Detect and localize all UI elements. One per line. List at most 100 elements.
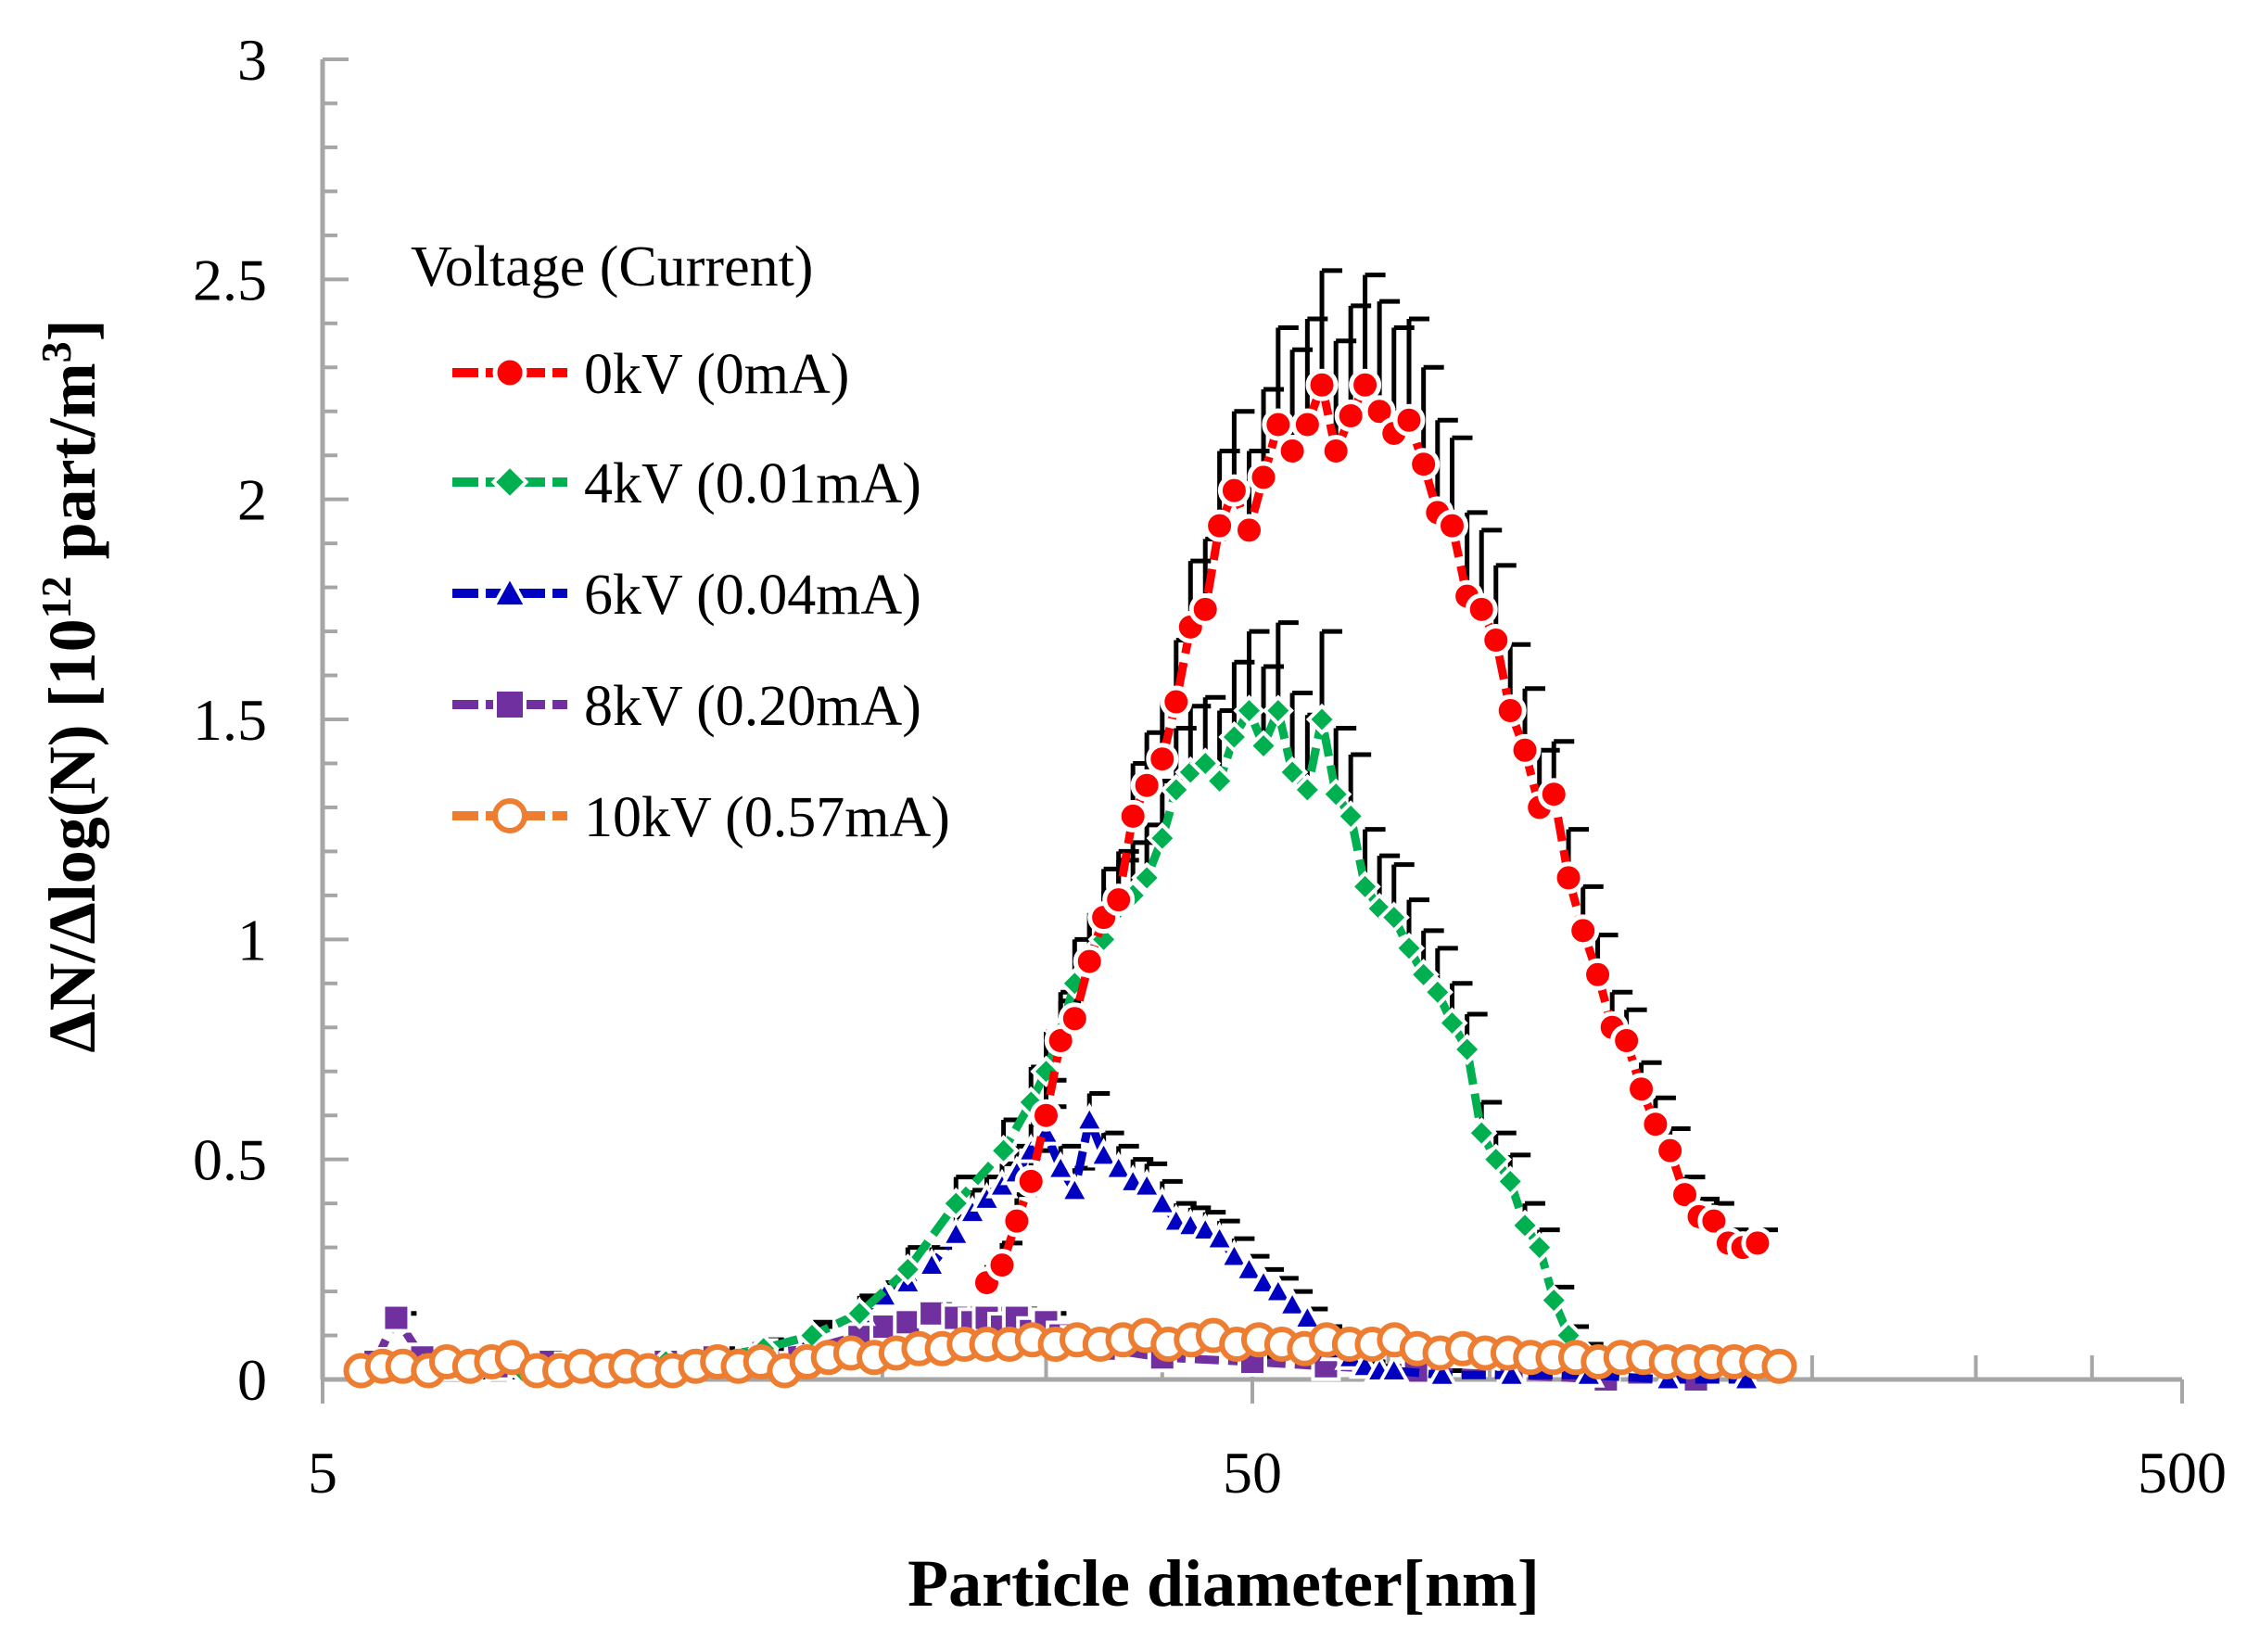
data-point [1639, 1108, 1672, 1141]
data-point [1247, 1265, 1280, 1296]
data-point [1044, 1150, 1077, 1181]
data-point [1160, 685, 1193, 718]
data-point [1451, 1033, 1483, 1066]
data-point [1102, 883, 1136, 917]
data-point [1479, 1143, 1512, 1175]
data-point [1697, 1204, 1731, 1238]
legend-label: 10kV (0.57mA) [584, 786, 950, 849]
legend-title: Voltage (Current) [411, 235, 813, 299]
data-point [1291, 773, 1324, 807]
legend-swatch-marker [492, 355, 527, 390]
data-point [1610, 1024, 1644, 1058]
data-point [1537, 778, 1570, 811]
data-point [1146, 1186, 1179, 1216]
legend-label: 8kV (0.20mA) [584, 675, 921, 738]
data-point [985, 1249, 1019, 1282]
data-point [1493, 694, 1527, 728]
data-point [1000, 1204, 1034, 1238]
data-point [1741, 1226, 1774, 1260]
data-point [1217, 474, 1250, 507]
data-point [1363, 395, 1396, 428]
data-point [1377, 901, 1410, 934]
data-point [1377, 1353, 1411, 1383]
data-point [1203, 509, 1237, 542]
data-point [1262, 408, 1295, 441]
data-point [1262, 1274, 1295, 1304]
y-tick-label: 0 [237, 1347, 267, 1413]
data-point [1130, 1168, 1163, 1199]
data-point [1014, 1164, 1047, 1198]
data-point [1146, 822, 1178, 855]
data-point [1217, 1239, 1251, 1269]
data-point [1188, 592, 1222, 626]
data-point [1146, 743, 1179, 776]
data-point [1335, 800, 1367, 832]
data-point [381, 1303, 412, 1333]
data-point [1276, 1287, 1309, 1317]
data-point [1761, 1348, 1797, 1384]
data-point [1247, 730, 1280, 762]
data-point [1581, 958, 1615, 991]
data-point [939, 1216, 972, 1247]
y-tick-label: 0.5 [193, 1127, 267, 1193]
legend-entry: 4kV (0.01mA) [452, 452, 921, 515]
y-axis-title-sup1: 12 [32, 576, 80, 618]
legend-entry: 0kV (0mA) [452, 343, 849, 406]
data-point [1131, 861, 1163, 895]
x-tick-label: 500 [2138, 1440, 2227, 1506]
data-point [1668, 1178, 1701, 1212]
data-point [1233, 694, 1265, 727]
legend-swatch-marker [490, 463, 529, 502]
x-axis-title: Particle diameter[nm] [908, 1546, 1540, 1620]
x-tick-label: 50 [1223, 1440, 1282, 1506]
data-point [1407, 448, 1441, 481]
data-series [343, 368, 1797, 1394]
data-point [1436, 1007, 1468, 1039]
legend-label: 6kV (0.04mA) [584, 564, 921, 627]
y-tick-label: 1.5 [193, 687, 267, 753]
data-point [940, 1188, 972, 1220]
data-point [1435, 509, 1468, 542]
data-point [1465, 592, 1498, 626]
data-point [1101, 1150, 1136, 1181]
data-point [1160, 773, 1192, 807]
data-point [1305, 703, 1339, 736]
data-point [1247, 461, 1280, 494]
y-tick-label: 1 [237, 907, 267, 972]
data-point [1392, 403, 1426, 437]
data-point [1479, 624, 1513, 657]
data-point [1305, 368, 1339, 401]
data-point [1290, 408, 1324, 441]
data-point [1086, 1137, 1121, 1168]
legend-entry: 10kV (0.57mA) [452, 786, 950, 849]
data-point [1392, 932, 1426, 964]
data-point [1232, 1252, 1266, 1282]
y-axis-title-sup2: 3 [32, 341, 80, 362]
x-tick-label: 5 [308, 1440, 337, 1506]
data-point [1188, 1213, 1222, 1243]
x-tick-labels: 5 50 500 [308, 1440, 2227, 1506]
data-point [1189, 747, 1222, 780]
legend-label: 0kV (0mA) [584, 343, 849, 406]
data-point [1058, 1002, 1091, 1036]
legend-swatch-marker [492, 798, 527, 833]
data-point [1466, 1117, 1498, 1150]
data-point [1349, 870, 1381, 903]
data-point [1538, 1284, 1570, 1316]
data-point [1426, 1357, 1459, 1388]
data-point [1058, 1173, 1092, 1203]
data-point [1130, 769, 1163, 802]
data-point [1073, 1102, 1106, 1133]
data-point [1262, 694, 1294, 727]
data-point [1349, 368, 1382, 401]
data-point [1319, 434, 1352, 467]
data-point [1233, 514, 1266, 547]
data-point [1029, 1099, 1062, 1132]
data-point [1276, 756, 1309, 789]
data-point [1654, 1134, 1687, 1167]
legend-entry: 6kV (0.04mA) [452, 564, 921, 627]
data-point [1625, 1073, 1658, 1106]
data-point [917, 1298, 947, 1328]
series-10kv [343, 1317, 1797, 1389]
